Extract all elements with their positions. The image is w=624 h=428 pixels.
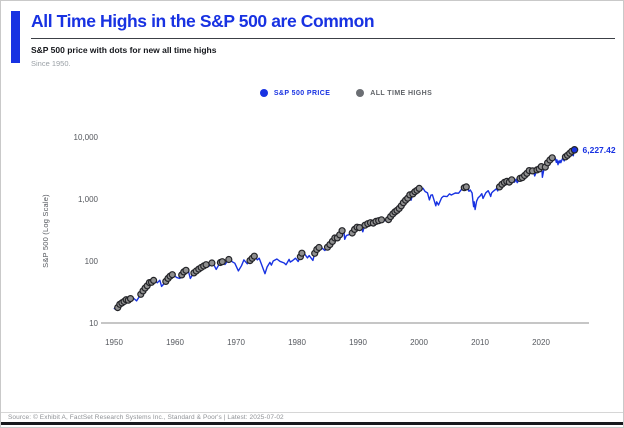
ath-dot [462,183,470,191]
ath-dot [182,266,190,274]
y-axis-title: S&P 500 (Log Scale) [41,194,50,268]
source-attribution: Source: © Exhibit A, FactSet Research Sy… [8,414,284,421]
sp500-price-dot-icon [259,89,268,97]
x-tick-label: 1970 [227,338,245,347]
ath-dot [415,184,423,193]
x-tick-label: 2010 [471,338,489,347]
sp500-log-chart: 10,000 1,000 100 10 1950 1960 1970 1980 1990 2000… [41,133,616,347]
y-tick-label: 10 [89,319,98,328]
legend-item-sp500-price: S&P 500 PRICE [259,89,331,97]
ath-dot [168,271,176,279]
ath-dot [202,261,210,269]
ath-dot [315,243,323,252]
chart-subtitle: S&P 500 price with dots for new all time… [31,45,217,55]
accent-bar [11,11,20,63]
latest-price-label: 6,227.42 [583,145,616,155]
x-tick-label: 2000 [410,338,428,347]
ath-dot [218,258,226,266]
x-tick-label: 2020 [532,338,550,347]
all-time-highs-dot-icon [356,89,365,97]
ath-dot [208,259,216,267]
ath-dot [377,216,386,224]
x-tick-label: 1990 [349,338,367,347]
x-tick-label: 1950 [105,338,123,347]
footer-bottom-bar [1,422,623,425]
y-tick-label: 100 [85,257,99,266]
latest-price-dot [570,145,579,154]
legend-label-all-time-highs: ALL TIME HIGHS [370,89,433,97]
ath-dot [548,154,556,162]
page-title: All Time Highs in the S&P 500 are Common [31,11,375,31]
legend: S&P 500 PRICE ALL TIME HIGHS [101,87,591,99]
ath-dot [298,249,306,257]
x-tick-label: 1980 [288,338,306,347]
ath-dot [149,276,158,284]
ath-dot [225,255,233,264]
legend-item-all-time-highs: ALL TIME HIGHS [356,89,432,97]
ath-dot [338,227,346,235]
ath-dot [250,252,258,260]
chart-since-note: Since 1950. [31,59,71,68]
title-divider [31,38,615,39]
ath-dot [508,176,516,184]
ath-dot [126,295,135,303]
y-tick-label: 1,000 [78,195,99,204]
y-tick-label: 10,000 [74,133,99,142]
x-tick-label: 1960 [166,338,184,347]
footer-divider [1,412,623,413]
legend-label-sp500-price: S&P 500 PRICE [273,89,331,97]
